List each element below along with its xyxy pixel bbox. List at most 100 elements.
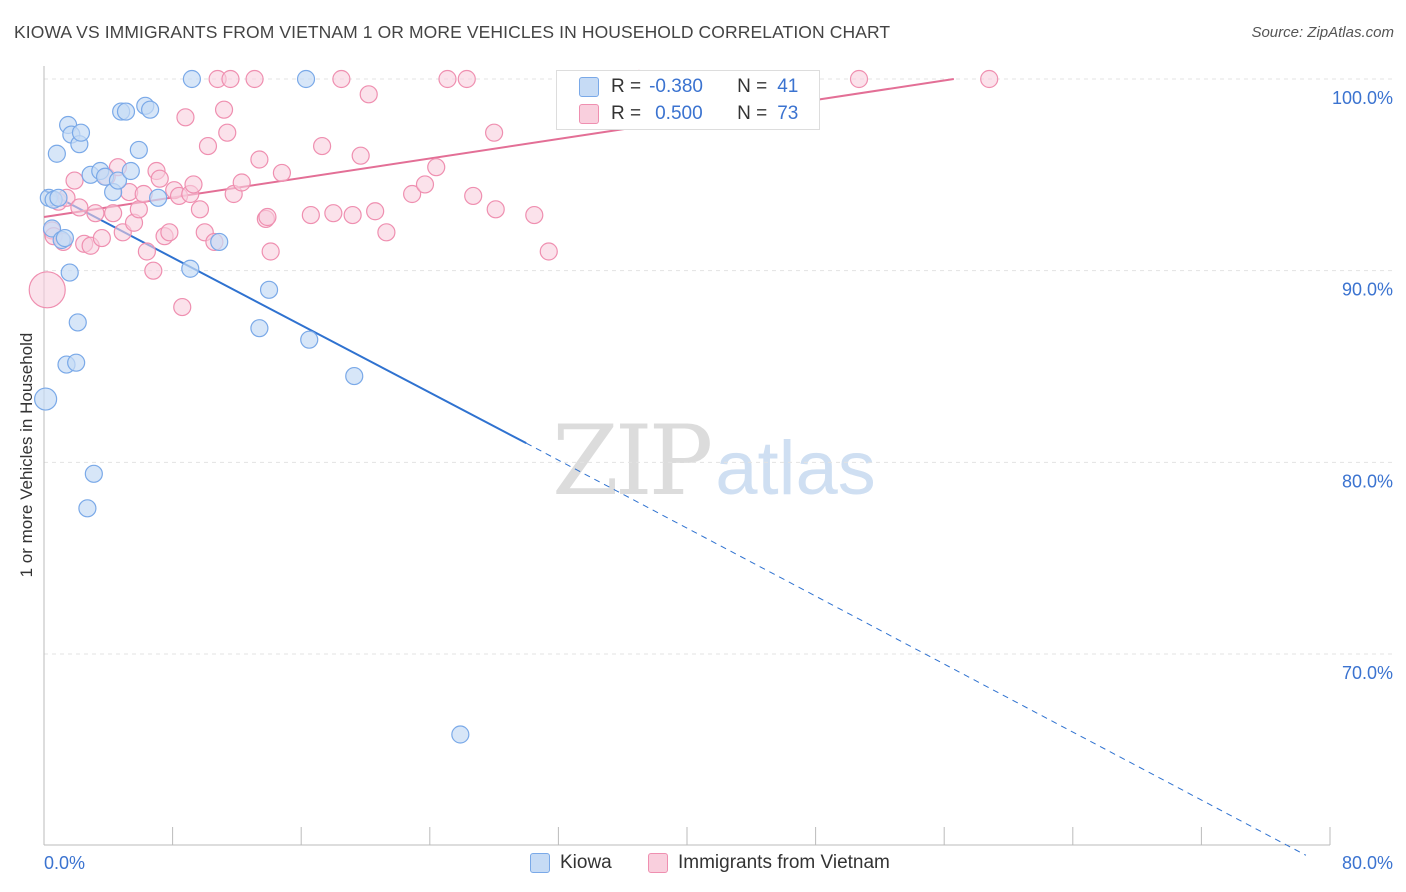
data-point-vietnam [261, 242, 280, 261]
data-point-vietnam [221, 69, 240, 89]
data-point-vietnam [272, 163, 292, 183]
data-point-kiowa [116, 102, 136, 121]
data-point-vietnam [190, 200, 210, 219]
data-point-vietnam [343, 205, 362, 225]
legend-row-kiowa: R = -0.380 N = 41 [579, 75, 798, 99]
data-point-vietnam [359, 85, 378, 104]
legend-swatch-kiowa [579, 77, 599, 97]
x-tick-label: 0.0% [44, 853, 85, 873]
y-tick-label: 90.0% [1342, 280, 1393, 300]
legend-vietnam-r-value: 0.500 [655, 103, 703, 124]
data-point-kiowa [84, 464, 103, 483]
data-point-kiowa [300, 330, 319, 349]
data-point-vietnam [198, 136, 218, 156]
legend-vietnam-r-label: R = [611, 103, 642, 124]
legend-kiowa-n-label: N = [737, 76, 768, 97]
data-point-vietnam [28, 271, 66, 309]
data-point-vietnam [144, 261, 163, 280]
bottom-legend-swatch-vietnam [648, 853, 668, 873]
data-point-kiowa [34, 387, 58, 411]
data-point-vietnam [137, 242, 156, 261]
bottom-legend-label-kiowa: Kiowa [560, 852, 612, 873]
data-point-kiowa [250, 319, 269, 338]
bottom-legend-label-vietnam: Immigrants from Vietnam [678, 852, 890, 873]
data-point-vietnam [250, 150, 269, 169]
correlation-legend: R = -0.380 N = 41 R = 0.500 N = 73 [556, 70, 820, 130]
data-point-vietnam [438, 69, 457, 89]
data-point-vietnam [427, 158, 446, 177]
series-vietnam-points [28, 69, 999, 317]
data-point-kiowa [259, 280, 279, 299]
data-point-vietnam [86, 204, 105, 223]
trend-line-kiowa-extension [526, 442, 1307, 856]
data-point-kiowa [296, 69, 316, 89]
data-point-kiowa [451, 725, 470, 744]
legend-row-vietnam: R = 0.500 N = 73 [579, 102, 798, 126]
legend-swatch-vietnam [579, 104, 599, 124]
legend-kiowa-r-label: R = [611, 76, 642, 97]
data-point-vietnam [366, 202, 385, 221]
data-point-vietnam [351, 146, 370, 165]
data-point-kiowa [60, 263, 79, 282]
data-point-kiowa [129, 140, 148, 160]
data-point-vietnam [218, 123, 237, 142]
data-point-vietnam [176, 108, 195, 127]
data-point-vietnam [312, 136, 332, 156]
data-point-vietnam [980, 69, 999, 89]
bottom-legend-kiowa: Kiowa [530, 852, 612, 874]
legend-vietnam-n-label: N = [737, 103, 768, 124]
data-point-vietnam [324, 204, 343, 223]
x-tick-label: 80.0% [1342, 853, 1393, 873]
series-kiowa-points [34, 69, 470, 744]
data-point-kiowa [108, 171, 128, 190]
data-point-vietnam [129, 200, 148, 219]
data-point-kiowa [149, 188, 168, 207]
y-tick-label: 80.0% [1342, 471, 1393, 491]
watermark-zip: ZIP [552, 405, 713, 517]
data-point-vietnam [150, 169, 169, 188]
data-point-vietnam [525, 205, 544, 225]
data-point-kiowa [47, 144, 66, 163]
data-point-vietnam [486, 200, 505, 219]
grid-lines [44, 78, 1392, 655]
data-point-kiowa [78, 499, 97, 518]
data-point-kiowa [68, 313, 87, 332]
bottom-legend-vietnam: Immigrants from Vietnam [648, 852, 890, 874]
data-point-kiowa [121, 161, 140, 181]
data-point-vietnam [332, 69, 351, 89]
data-point-vietnam [214, 100, 234, 119]
y-tick-label: 70.0% [1342, 663, 1393, 683]
data-point-kiowa [49, 188, 68, 207]
data-point-kiowa [71, 123, 91, 142]
data-point-kiowa [182, 69, 201, 89]
bottom-legend-swatch-kiowa [530, 853, 550, 873]
chart-title: KIOWA VS IMMIGRANTS FROM VIETNAM 1 OR MO… [14, 22, 891, 42]
data-point-vietnam [849, 69, 869, 89]
data-point-vietnam [232, 173, 251, 192]
data-point-vietnam [70, 198, 89, 217]
data-point-vietnam [104, 204, 123, 223]
chart-source: Source: ZipAtlas.com [1251, 24, 1394, 41]
data-point-kiowa [140, 100, 160, 119]
legend-kiowa-n-value: 41 [777, 76, 799, 97]
data-point-vietnam [377, 223, 396, 242]
data-point-vietnam [65, 171, 84, 190]
y-tick-label: 100.0% [1332, 88, 1393, 108]
data-point-vietnam [173, 297, 192, 317]
data-point-kiowa [345, 366, 364, 386]
data-point-vietnam [485, 123, 504, 142]
data-point-vietnam [92, 228, 111, 248]
legend-vietnam-n-value: 73 [777, 103, 799, 124]
data-point-vietnam [160, 223, 179, 242]
data-point-kiowa [55, 228, 74, 248]
data-point-kiowa [210, 232, 229, 252]
data-point-vietnam [539, 242, 558, 261]
data-point-vietnam [301, 205, 320, 225]
data-point-kiowa [181, 259, 200, 278]
y-axis-label: 1 or more Vehicles in Household [17, 332, 36, 578]
data-point-vietnam [457, 69, 476, 89]
data-point-vietnam [464, 186, 483, 206]
data-point-vietnam [184, 175, 203, 194]
legend-kiowa-r-value: -0.380 [649, 76, 703, 97]
